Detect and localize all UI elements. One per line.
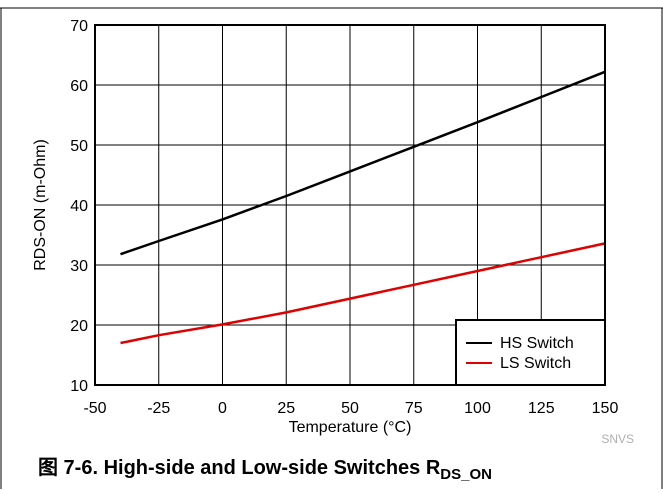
series-line-ls [120,242,606,345]
x-tick-label: 125 [528,400,555,417]
x-tick-label: 50 [341,400,359,417]
caption-subscript: DS_ON [440,466,492,483]
y-tick-label: 60 [70,78,88,95]
watermark: SNVS [601,432,634,446]
x-axis-label: Temperature (°C) [289,419,412,436]
x-tick-label: 25 [277,400,295,417]
x-tick-label: 75 [405,400,423,417]
y-tick-label: 10 [70,378,88,395]
legend-box [455,319,606,386]
caption-main-text: 图 7-6. High-side and Low-side Switches R [38,456,441,479]
y-tick-label: 20 [70,318,88,335]
y-tick-label: 70 [70,18,88,35]
y-tick-label: 50 [70,138,88,155]
x-tick-label: 150 [592,400,619,417]
x-tick-labels: -50 -25 0 25 50 75 100 125 150 [83,400,618,417]
x-tick-label: 100 [464,400,491,417]
series-line-hs [120,70,606,256]
legend-label-hs: HS Switch [500,335,574,352]
legend: HS Switch LS Switch [455,319,606,386]
plot-area-frame [94,24,606,386]
y-tick-label: 40 [70,198,88,215]
figure-caption: 图 7-6. High-side and Low-side Switches R… [38,456,492,483]
y-tick-label: 30 [70,258,88,275]
y-tick-labels: 10 20 30 40 50 60 70 [70,18,88,395]
legend-label-ls: LS Switch [500,355,571,372]
x-tick-label: -50 [83,400,106,417]
x-tick-label: 0 [218,400,227,417]
series-layer [120,70,606,345]
x-tick-label: -25 [147,400,170,417]
y-axis-label: RDS-ON (m-Ohm) [32,139,49,271]
